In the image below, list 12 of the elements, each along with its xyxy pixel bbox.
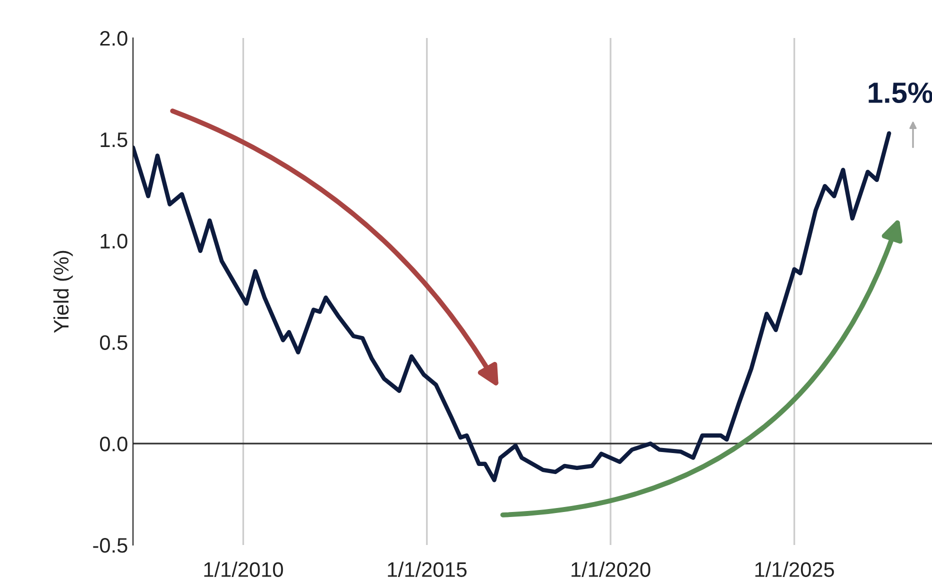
x-tick-label: 1/1/2020 bbox=[572, 562, 650, 577]
y-tick-label: 0.5 bbox=[100, 335, 128, 350]
y-tick-label: 1.0 bbox=[100, 234, 128, 249]
y-tick-label: -0.5 bbox=[93, 538, 128, 553]
x-tick-label: 1/1/2015 bbox=[388, 562, 467, 577]
line-series bbox=[133, 131, 892, 482]
x-tick-label: 1/1/2025 bbox=[755, 562, 834, 577]
y-axis-title: Yield (%) bbox=[53, 250, 73, 333]
y-tick-label: 1.5 bbox=[100, 132, 128, 148]
y-tick-label: 2.0 bbox=[100, 31, 128, 46]
x-tick-label: 1/1/2010 bbox=[204, 562, 283, 577]
y-tick-label: 0.0 bbox=[100, 436, 128, 452]
